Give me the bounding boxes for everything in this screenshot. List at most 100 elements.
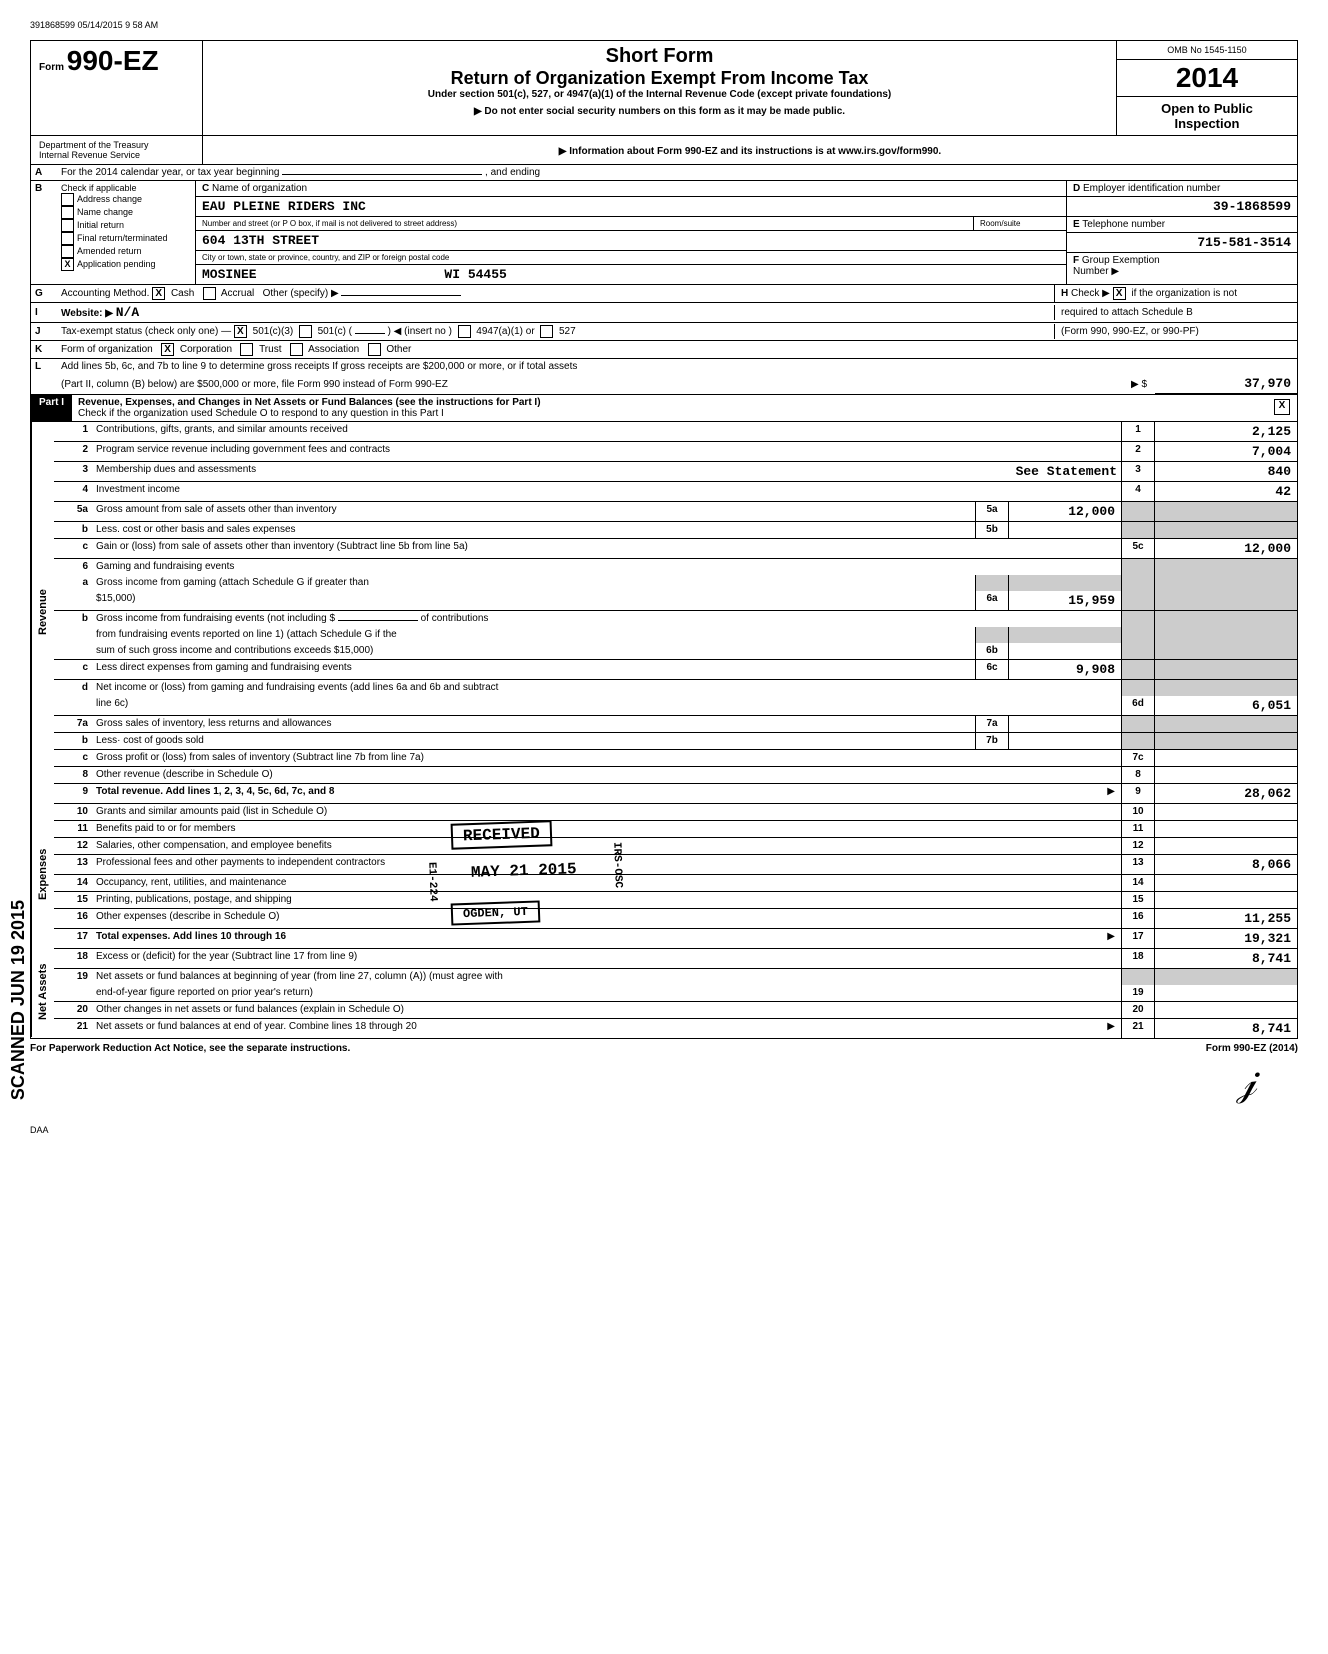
checkbox-other-org[interactable] xyxy=(368,343,381,356)
checkbox-name[interactable] xyxy=(61,206,74,219)
footer-form-ref: Form 990-EZ (2014) xyxy=(1206,1043,1298,1054)
label-city: City or town, state or province, country… xyxy=(196,251,1066,265)
checkbox-address[interactable] xyxy=(61,193,74,206)
side-label-revenue: Revenue xyxy=(31,422,54,802)
form-number: 990-EZ xyxy=(67,45,159,76)
line-17-arrow: ▶ xyxy=(1101,929,1121,948)
tax-year: 2014 xyxy=(1117,60,1297,97)
dept-treasury: Department of the Treasury xyxy=(39,140,149,150)
label-form-org: Form of organization xyxy=(61,344,153,355)
label-room: Room/suite xyxy=(973,217,1066,230)
line-6b-subval xyxy=(1009,643,1121,659)
return-title: Return of Organization Exempt From Incom… xyxy=(211,68,1108,89)
label-accounting: Accounting Method. xyxy=(61,288,149,299)
line-7a-text: Gross sales of inventory, less returns a… xyxy=(92,716,975,732)
line-5a-subval: 12,000 xyxy=(1009,502,1121,521)
checkbox-initial[interactable] xyxy=(61,219,74,232)
form-prefix: Form xyxy=(39,62,64,73)
line-4-text: Investment income xyxy=(92,482,1121,501)
letter-c: C xyxy=(202,183,209,194)
line-6a-text: Gross income from gaming (attach Schedul… xyxy=(92,575,975,591)
line-8-text: Other revenue (describe in Schedule O) xyxy=(92,767,1121,783)
letter-a: A xyxy=(31,165,57,180)
part1-check-note: Check if the organization used Schedule … xyxy=(78,408,444,419)
line-11-text: Benefits paid to or for members xyxy=(92,821,1121,837)
checkbox-501c3[interactable]: X xyxy=(234,325,247,338)
label-cash: Cash xyxy=(171,288,194,299)
label-address: Number and street (or P O box, if mail i… xyxy=(196,217,973,230)
line-l-text2: (Part II, column (B) below) are $500,000… xyxy=(57,377,1123,392)
line-19-text: Net assets or fund balances at beginning… xyxy=(92,969,1121,985)
checkbox-amended[interactable] xyxy=(61,245,74,258)
line-21-arrow: ▶ xyxy=(1101,1019,1121,1038)
center-header: Short Form Return of Organization Exempt… xyxy=(203,41,1117,135)
letter-f: F xyxy=(1073,255,1079,266)
checkbox-corp[interactable]: X xyxy=(161,343,174,356)
label-other-specify: Other (specify) ▶ xyxy=(263,288,339,299)
dept-irs: Internal Revenue Service xyxy=(39,150,140,160)
label-ein: Employer identification number xyxy=(1083,183,1220,194)
label-website: Website: ▶ xyxy=(61,308,113,319)
line-21-text: Net assets or fund balances at end of ye… xyxy=(92,1019,1101,1038)
org-name: EAU PLEINE RIDERS INC xyxy=(196,197,1066,217)
part1-header-row: Part I Revenue, Expenses, and Changes in… xyxy=(30,395,1298,422)
checkbox-part1[interactable]: X xyxy=(1274,399,1290,415)
line-13-val: 8,066 xyxy=(1155,855,1297,874)
checkbox-pending[interactable]: X xyxy=(61,258,74,271)
stamp-received: RECEIVED xyxy=(451,820,553,850)
stamp-date: MAY 21 2015 xyxy=(471,860,577,882)
part1-label: Part I xyxy=(31,395,72,421)
line-6c-text: Less direct expenses from gaming and fun… xyxy=(92,660,975,679)
label-association: Association xyxy=(308,344,359,355)
label-h-text: if the organization is not xyxy=(1131,288,1237,299)
label-name-change: Name change xyxy=(77,207,133,217)
side-label-netassets: Net Assets xyxy=(31,947,54,1037)
line-a-end: , and ending xyxy=(485,167,540,178)
checkbox-cash[interactable]: X xyxy=(152,287,165,300)
label-501c3: 501(c)(3) xyxy=(253,326,294,337)
line-1-text: Contributions, gifts, grants, and simila… xyxy=(92,422,1121,441)
label-accrual: Accrual xyxy=(221,288,254,299)
line-10-text: Grants and similar amounts paid (list in… xyxy=(92,804,1121,820)
stamp-scanned: SCANNED JUN 19 2015 xyxy=(8,900,29,1100)
checkbox-527[interactable] xyxy=(540,325,553,338)
line-9-text: Total revenue. Add lines 1, 2, 3, 4, 5c,… xyxy=(96,786,334,797)
checkbox-accrual[interactable] xyxy=(203,287,216,300)
letter-i: I xyxy=(31,305,57,320)
checkbox-final[interactable] xyxy=(61,232,74,245)
line-18-val: 8,741 xyxy=(1155,949,1297,968)
line-17-val: 19,321 xyxy=(1155,929,1297,948)
checkbox-assoc[interactable] xyxy=(290,343,303,356)
checkbox-4947[interactable] xyxy=(458,325,471,338)
line-6b-text: Gross income from fundraising events (no… xyxy=(96,613,335,624)
label-h-check: Check ▶ xyxy=(1071,288,1110,299)
label-group-exemption: Group Exemption xyxy=(1082,255,1160,266)
line-16-text: Other expenses (describe in Schedule O) xyxy=(92,909,1121,928)
label-other-org: Other xyxy=(386,344,411,355)
line-13-text: Professional fees and other payments to … xyxy=(92,855,1121,874)
inspection: Inspection xyxy=(1174,116,1239,131)
label-h-text2: required to attach Schedule B xyxy=(1054,305,1297,320)
line-6d-text: Net income or (loss) from gaming and fun… xyxy=(92,680,1121,696)
open-public: Open to Public xyxy=(1161,101,1253,116)
line-21-val: 8,741 xyxy=(1155,1019,1297,1038)
line-9-val: 28,062 xyxy=(1155,784,1297,803)
org-state-zip: WI 54455 xyxy=(444,267,506,282)
line-2-val: 7,004 xyxy=(1155,442,1297,461)
label-4947: 4947(a)(1) or xyxy=(476,326,534,337)
letter-e: E xyxy=(1073,219,1080,230)
checkbox-h[interactable]: X xyxy=(1113,287,1126,300)
line-16-val: 11,255 xyxy=(1155,909,1297,928)
checkbox-trust[interactable] xyxy=(240,343,253,356)
line-9-arrow: ▶ xyxy=(1101,784,1121,803)
label-corporation: Corporation xyxy=(180,344,232,355)
line-20-text: Other changes in net assets or fund bala… xyxy=(92,1002,1121,1018)
right-header: OMB No 1545-1150 2014 Open to Public Ins… xyxy=(1117,41,1297,135)
letter-j: J xyxy=(31,324,57,339)
label-trust: Trust xyxy=(259,344,281,355)
line-l-value: 37,970 xyxy=(1155,374,1297,394)
label-app-pending: Application pending xyxy=(77,259,156,269)
line-12-text: Salaries, other compensation, and employ… xyxy=(92,838,1121,854)
see-statement: See Statement xyxy=(963,462,1121,481)
checkbox-501c[interactable] xyxy=(299,325,312,338)
